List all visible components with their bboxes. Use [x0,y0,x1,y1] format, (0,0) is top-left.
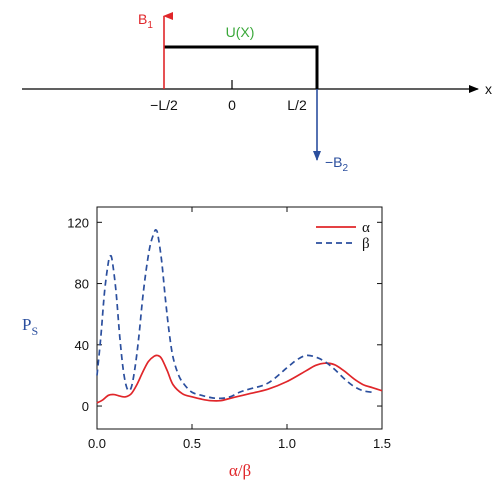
y-tick-label: 80 [75,277,89,292]
legend-label-beta: β [362,236,370,252]
x-tick-label: 1.0 [278,436,296,451]
b2-subscript: 2 [343,163,349,174]
axis-ticks: 0.0 0.5 1.0 1.5 0 40 80 120 [67,207,391,451]
b1-main: B [138,11,147,27]
line-chart: 0.0 0.5 1.0 1.5 0 40 80 120 α/β PS α β [22,206,391,480]
left-edge-label: −L/2 [150,97,178,113]
x-tick-label: 0.0 [88,436,106,451]
y-axis-title: PS [22,315,38,338]
b2-main: −B [325,154,343,170]
y-tick-label: 0 [82,399,89,414]
y-tick-label: 40 [75,338,89,353]
b1-label: B1 [138,11,153,31]
y-axis-title-subscript: S [31,324,38,338]
b1-subscript: 1 [147,20,153,31]
b2-label: −B2 [325,154,349,174]
series-line-alpha [96,354,383,404]
potential-diagram: x U(X) B1 −B2 −L/2 0 L/2 [22,11,492,174]
plot-frame [96,206,383,430]
x-axis-title: α/β [229,461,251,480]
x-tick-label: 0.5 [183,436,201,451]
potential-barrier [164,45,319,89]
x-axis-label: x [485,81,492,97]
series-line-beta [96,229,373,400]
y-axis-title-main: P [22,315,31,334]
legend: α β [316,220,370,252]
x-tick-label: 1.5 [373,436,391,451]
potential-label: U(X) [226,24,255,40]
legend-label-alpha: α [362,220,370,236]
center-label: 0 [228,97,236,113]
y-tick-label: 120 [67,215,89,230]
series-lines [96,229,383,404]
right-edge-label: L/2 [287,97,307,113]
